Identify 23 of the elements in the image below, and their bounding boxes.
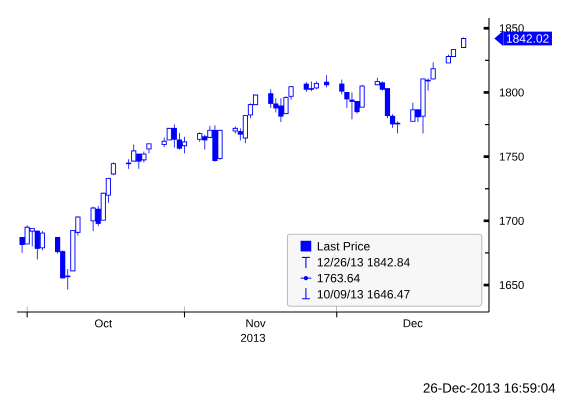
annotation: 12/26/13 1842.84 xyxy=(318,258,410,267)
x-tick-label: Nov xyxy=(246,319,266,328)
annotation: 1763.64 xyxy=(318,274,360,282)
y-tick-label: 1650 xyxy=(500,281,524,290)
text: 26-Dec-2013 16:59:04 xyxy=(424,383,556,393)
candlestick xyxy=(324,74,330,88)
y-tick-label: 1700 xyxy=(500,216,524,225)
annotation: 10/09/13 1646.47 xyxy=(318,290,410,299)
candlestick xyxy=(110,162,116,176)
candlestick xyxy=(430,62,436,80)
x-tick-label: Dec xyxy=(404,319,423,328)
text: 1842.02 xyxy=(506,34,549,43)
candlestick xyxy=(146,143,152,154)
y-tick-label: 1850 xyxy=(500,24,524,32)
candlestick xyxy=(461,37,466,48)
x-tick-label: Oct xyxy=(95,319,112,328)
candlestick xyxy=(339,79,344,95)
x-axis-title: 2013 xyxy=(240,334,266,342)
candlestick xyxy=(344,92,350,108)
legend-label: Last Price xyxy=(318,242,370,251)
y-tick-label: 1800 xyxy=(500,88,524,96)
y-tick-label: 1750 xyxy=(500,152,524,161)
candlestick xyxy=(288,86,294,100)
